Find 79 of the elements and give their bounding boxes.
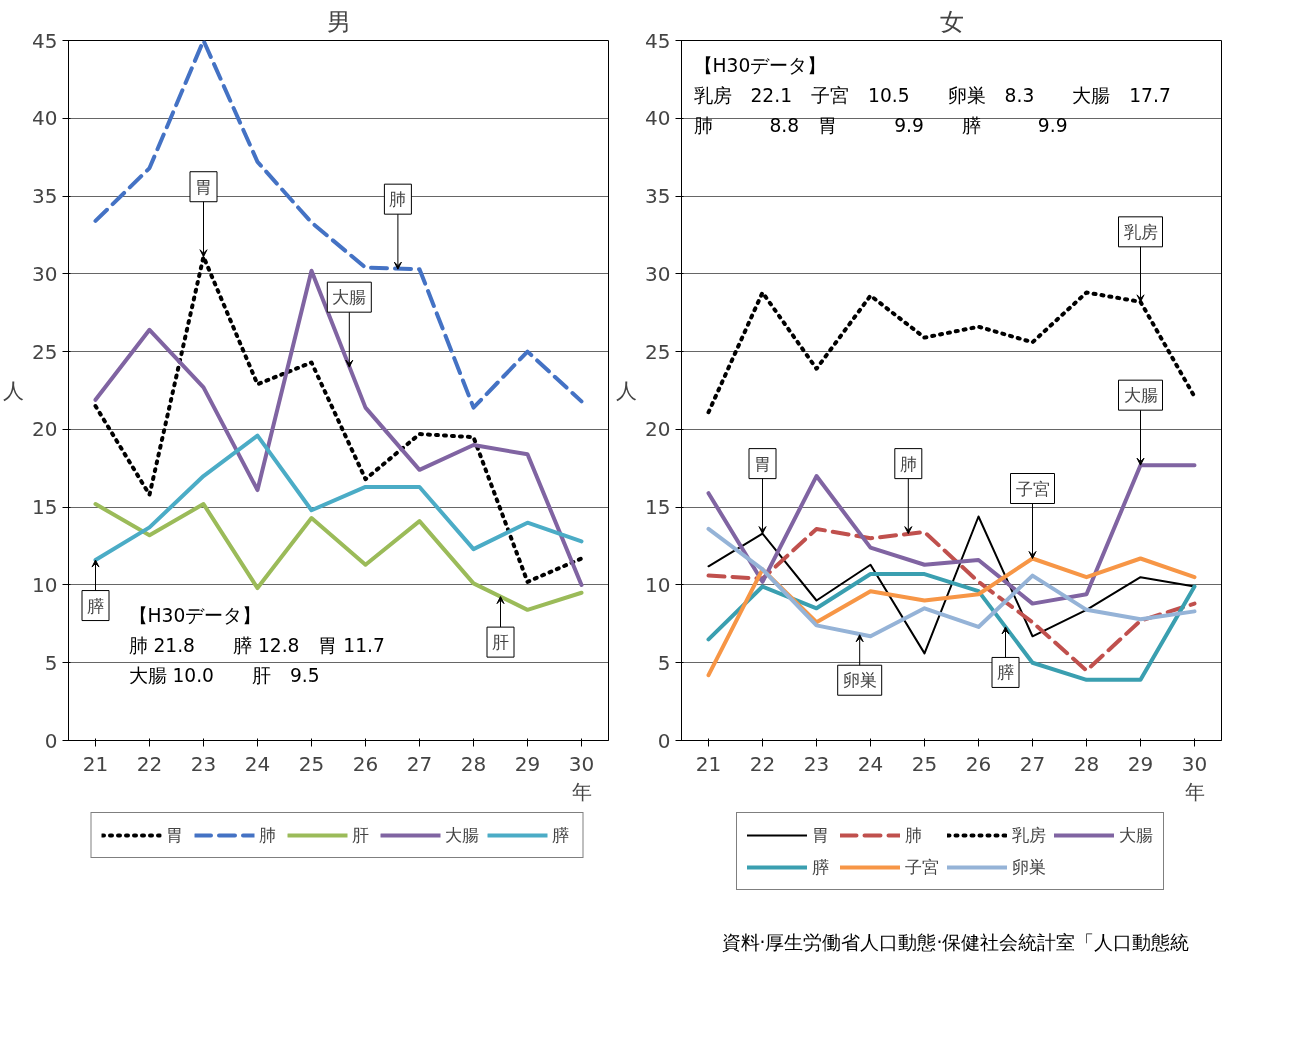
annotation: 乳房 — [1123, 221, 1158, 242]
x-tick-label: 28 — [460, 751, 487, 776]
annotation: 胃 — [195, 176, 212, 197]
y-axis-title: 人 — [3, 378, 25, 403]
line-series — [706, 526, 1197, 639]
legend-label: 子宮 — [904, 856, 939, 879]
y-tick-label: 15 — [645, 495, 671, 520]
annotation: 肝 — [492, 632, 509, 653]
y-tick-label: 40 — [32, 106, 58, 131]
y-tick-label: 25 — [645, 339, 671, 364]
legend-label: 乳房 — [1011, 824, 1046, 847]
annotation: 肺 21.8 膵 12.8 胃 11.7 — [128, 634, 385, 656]
annotation: 【H30データ】 — [693, 54, 827, 76]
annotation: 肺 8.8 胃 9.9 膵 9.9 — [693, 114, 1068, 136]
annotation: 胃 — [754, 453, 771, 474]
legend-label: 胃 — [166, 824, 184, 847]
x-tick-label: 26 — [352, 751, 379, 776]
y-tick-label: 20 — [645, 417, 671, 442]
legend-label: 大腸 — [1118, 824, 1153, 847]
text: 資料·厚生労働省人口動態·保健社会統計室「人口動態統 — [721, 931, 1190, 953]
annotation: 膵 — [997, 662, 1014, 683]
chart-title: 男 — [326, 7, 351, 36]
legend-label: 大腸 — [445, 824, 479, 847]
x-tick-label: 22 — [136, 751, 163, 776]
legend-label: 卵巣 — [1011, 856, 1046, 879]
annotation: 大腸 10.0 肝 9.5 — [128, 664, 320, 686]
y-axis-title: 人 — [616, 378, 638, 403]
annotation: 卵巣 — [842, 670, 877, 691]
y-tick-label: 10 — [645, 572, 671, 597]
x-tick-label: 23 — [803, 751, 830, 776]
y-tick-label: 35 — [32, 184, 58, 209]
x-tick-label: 28 — [1073, 751, 1100, 776]
x-tick-label: 23 — [190, 751, 217, 776]
x-tick-label: 21 — [82, 751, 109, 776]
annotation: 肺 — [389, 189, 407, 210]
line-series — [706, 290, 1197, 415]
annotation: 肺 — [899, 453, 917, 474]
x-tick-label: 25 — [911, 751, 938, 776]
y-tick-label: 5 — [44, 650, 58, 675]
y-tick-label: 35 — [645, 184, 671, 209]
y-tick-label: 40 — [645, 106, 671, 131]
x-tick-label: 27 — [406, 751, 433, 776]
legend-label: 膵 — [811, 856, 830, 879]
x-tick-label: 24 — [857, 751, 884, 776]
legend-label: 胃 — [811, 824, 830, 847]
annotation: 【H30データ】 — [128, 604, 262, 626]
y-tick-label: 25 — [32, 339, 58, 364]
x-tick-label: 24 — [244, 751, 271, 776]
legend-label: 膵 — [552, 824, 570, 847]
chart-title: 女 — [939, 7, 964, 36]
x-tick-label: 21 — [695, 751, 722, 776]
y-tick-label: 45 — [645, 28, 671, 53]
y-tick-label: 0 — [44, 728, 58, 753]
legend-label: 肝 — [352, 824, 370, 847]
annotation: 子宮 — [1015, 478, 1050, 499]
x-tick-label: 30 年 — [1181, 751, 1208, 805]
y-tick-label: 15 — [32, 495, 58, 520]
line-series — [93, 40, 584, 410]
y-tick-label: 45 — [32, 28, 58, 53]
y-tick-label: 20 — [32, 417, 58, 442]
x-tick-label: 25 — [298, 751, 325, 776]
x-tick-label: 30 年 — [568, 751, 595, 805]
y-tick-label: 5 — [657, 650, 671, 675]
annotation: 大腸 — [1123, 385, 1158, 406]
annotation: 膵 — [87, 595, 104, 616]
legend-label: 肺 — [259, 824, 277, 847]
legend-label: 肺 — [904, 824, 923, 847]
annotation: 大腸 — [332, 287, 367, 308]
y-tick-label: 10 — [32, 572, 58, 597]
y-tick-label: 30 — [645, 261, 671, 286]
y-tick-label: 30 — [32, 261, 58, 286]
x-tick-label: 22 — [749, 751, 776, 776]
y-tick-label: 0 — [657, 728, 671, 753]
line-series — [707, 515, 1196, 655]
x-tick-label: 26 — [965, 751, 992, 776]
x-tick-label: 27 — [1019, 751, 1046, 776]
x-tick-label: 29 — [1127, 751, 1154, 776]
x-tick-label: 29 — [514, 751, 541, 776]
annotation: 乳房 22.1 子宮 10.5 卵巣 8.3 大腸 17.7 — [693, 84, 1171, 106]
